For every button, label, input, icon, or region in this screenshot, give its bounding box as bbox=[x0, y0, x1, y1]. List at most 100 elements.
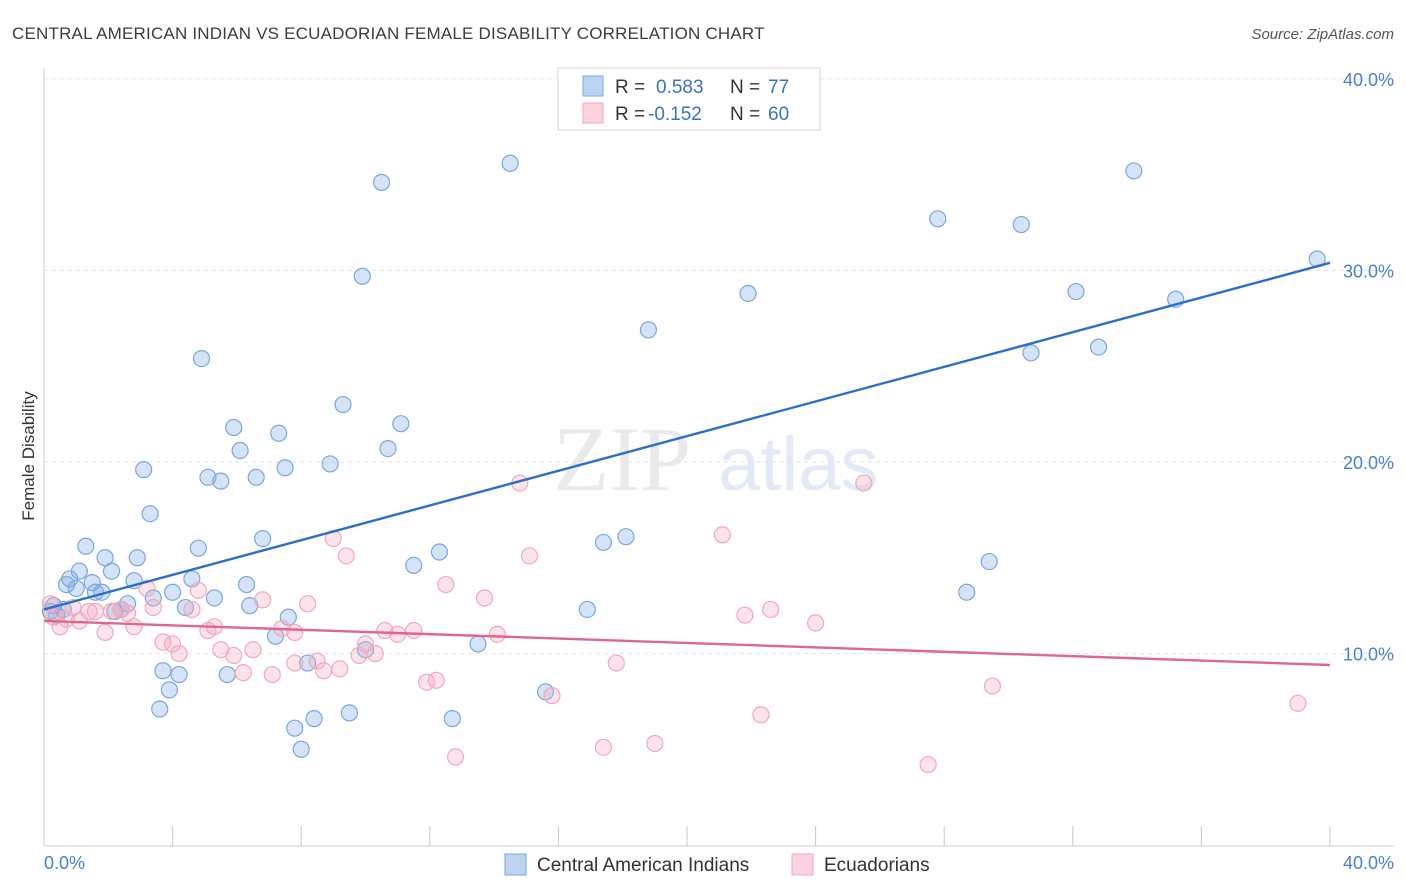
ecuadorian-point-35 bbox=[331, 660, 349, 678]
central-american-indian-point-71 bbox=[1012, 215, 1030, 234]
legend-swatch-pink bbox=[582, 102, 604, 124]
central-american-indian-point-6 bbox=[67, 579, 85, 597]
series-ecuadorians bbox=[41, 474, 1307, 774]
ecuadorian-point-52 bbox=[594, 738, 613, 756]
central-american-indian-point-58 bbox=[430, 543, 449, 561]
central-american-indian-point-69 bbox=[958, 583, 976, 601]
central-american-indian-point-20 bbox=[141, 505, 159, 523]
ecuadorian-point-58 bbox=[761, 600, 780, 619]
chart-source: Source: ZipAtlas.com bbox=[1251, 26, 1394, 43]
ecuadorian-point-29 bbox=[286, 623, 304, 642]
central-american-indian-point-67 bbox=[739, 284, 757, 303]
trend-lines bbox=[43, 261, 1331, 667]
ecuadorian-point-60 bbox=[855, 474, 873, 492]
central-american-indian-point-36 bbox=[231, 441, 249, 460]
y-tick-label-30: 30.0% bbox=[1343, 262, 1394, 282]
ecuadorian-point-12 bbox=[125, 618, 143, 636]
legend-n-label-blue: N = bbox=[730, 77, 760, 98]
series-legend-swatch-blue bbox=[504, 853, 527, 876]
central-american-indian-point-42 bbox=[270, 424, 288, 442]
central-american-indian-point-31 bbox=[199, 468, 217, 486]
ecuadorian-point-51 bbox=[543, 687, 561, 705]
ecuadorian-point-45 bbox=[437, 575, 455, 594]
watermark: ZIP atlas bbox=[553, 408, 879, 510]
central-american-indian-point-56 bbox=[392, 415, 410, 433]
ecuadorian-point-26 bbox=[254, 591, 272, 609]
central-american-indian-point-21 bbox=[144, 589, 162, 607]
central-american-indian-point-23 bbox=[160, 681, 178, 699]
ecuadorian-point-30 bbox=[286, 654, 304, 672]
ecuadorian-point-50 bbox=[520, 547, 539, 565]
ecuadorian-point-16 bbox=[164, 635, 182, 653]
ecuadorian-point-57 bbox=[752, 706, 770, 724]
ecuadorian-point-32 bbox=[308, 652, 326, 670]
central-american-indian-point-35 bbox=[225, 418, 243, 437]
central-american-indian-point-40 bbox=[254, 529, 272, 548]
legend-r-value-pink: -0.152 bbox=[648, 104, 702, 125]
watermark-atlas: atlas bbox=[718, 422, 879, 507]
trend-line-central-american-indians bbox=[43, 261, 1331, 611]
ecuadorian-point-27 bbox=[263, 665, 281, 684]
central-american-indian-point-54 bbox=[372, 173, 391, 192]
gridlines bbox=[44, 78, 1394, 654]
y-axis-label: Female Disability bbox=[19, 391, 38, 521]
central-american-indian-point-61 bbox=[501, 154, 519, 172]
legend-n-value-blue: 77 bbox=[768, 77, 789, 98]
central-american-indian-point-27 bbox=[176, 598, 195, 617]
y-axis-tick-labels: 10.0% 20.0% 30.0% 40.0% bbox=[1343, 70, 1394, 665]
central-american-indian-point-55 bbox=[379, 439, 397, 458]
ecuadorian-point-24 bbox=[234, 664, 252, 682]
central-american-indian-point-63 bbox=[578, 600, 596, 619]
central-american-indian-point-70 bbox=[980, 552, 998, 571]
x-tick-label-min: 0.0% bbox=[44, 853, 85, 873]
ecuadorian-point-14 bbox=[144, 598, 162, 617]
central-american-indian-point-74 bbox=[1089, 338, 1108, 356]
watermark-zip: ZIP bbox=[553, 408, 691, 510]
central-american-indian-point-52 bbox=[353, 267, 371, 285]
series-legend-swatch-pink bbox=[791, 853, 814, 876]
series-legend-label-pink: Ecuadorians bbox=[824, 855, 930, 876]
ecuadorian-point-47 bbox=[475, 589, 494, 607]
central-american-indian-point-33 bbox=[212, 472, 230, 490]
central-american-indian-point-51 bbox=[340, 704, 359, 722]
central-american-indian-point-16 bbox=[118, 595, 137, 613]
central-american-indian-point-25 bbox=[164, 583, 182, 601]
central-american-indian-point-50 bbox=[334, 395, 352, 414]
central-american-indian-point-68 bbox=[929, 210, 947, 228]
ecuadorian-point-61 bbox=[919, 755, 937, 774]
central-american-indian-point-30 bbox=[192, 349, 211, 368]
central-american-indian-point-26 bbox=[170, 665, 188, 684]
legend-n-label-pink: N = bbox=[730, 104, 760, 125]
ecuadorian-point-23 bbox=[225, 646, 243, 665]
legend-r-label-blue: R = bbox=[615, 77, 645, 98]
ecuadorian-point-6 bbox=[80, 602, 98, 620]
central-american-indian-point-65 bbox=[617, 528, 635, 546]
ecuadorian-point-59 bbox=[806, 614, 825, 632]
central-american-indian-point-37 bbox=[237, 575, 256, 594]
central-american-indian-point-8 bbox=[77, 537, 95, 555]
stats-legend: R = 0.583 N = 77 R = -0.152 N = 60 bbox=[557, 67, 821, 131]
central-american-indian-point-73 bbox=[1067, 282, 1085, 301]
ecuadorian-point-13 bbox=[138, 579, 156, 597]
central-american-indian-point-66 bbox=[639, 321, 658, 339]
ecuadorian-point-48 bbox=[488, 625, 506, 643]
legend-swatch-blue bbox=[582, 75, 604, 97]
axes bbox=[43, 68, 1394, 847]
central-american-indian-point-18 bbox=[128, 549, 146, 567]
ecuadorian-point-36 bbox=[337, 547, 355, 565]
x-axis-ticks bbox=[172, 826, 1331, 846]
chart-title: CENTRAL AMERICAN INDIAN VS ECUADORIAN FE… bbox=[12, 24, 765, 43]
ecuadorian-point-46 bbox=[446, 748, 465, 766]
central-american-indian-point-48 bbox=[305, 710, 323, 728]
central-american-indian-point-64 bbox=[594, 533, 613, 552]
central-american-indian-point-34 bbox=[218, 665, 236, 684]
legend-r-value-blue: 0.583 bbox=[656, 77, 704, 98]
legend-r-label-pink: R = bbox=[615, 104, 645, 125]
ecuadorian-point-44 bbox=[427, 671, 445, 689]
ecuadorian-point-56 bbox=[736, 606, 754, 624]
ecuadorian-point-62 bbox=[983, 677, 1002, 695]
series-legend: Central American Indians Ecuadorians bbox=[504, 853, 930, 876]
central-american-indian-point-22 bbox=[154, 662, 172, 680]
ecuadorian-point-17 bbox=[170, 644, 188, 663]
ecuadorian-point-40 bbox=[376, 621, 394, 640]
